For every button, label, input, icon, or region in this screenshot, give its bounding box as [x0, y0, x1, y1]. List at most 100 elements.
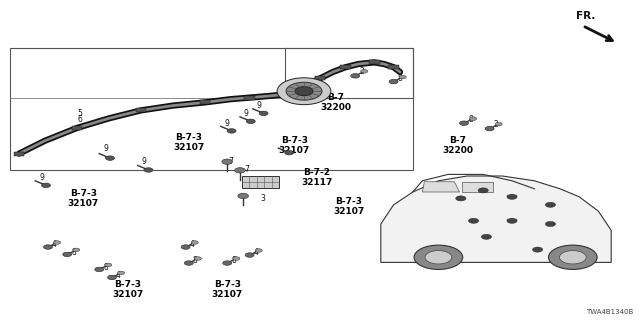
Text: 9: 9: [257, 101, 262, 110]
Circle shape: [285, 150, 294, 155]
Text: B-7-3
32107: B-7-3 32107: [279, 136, 310, 155]
Circle shape: [545, 221, 556, 227]
Text: 1: 1: [301, 80, 307, 89]
Text: 8: 8: [231, 256, 236, 265]
Text: B-7-2
32117: B-7-2 32117: [301, 168, 333, 187]
Bar: [72, 126, 82, 130]
Bar: [340, 65, 351, 69]
Circle shape: [425, 251, 452, 264]
Text: 4: 4: [189, 240, 195, 249]
Circle shape: [478, 188, 488, 193]
Text: 9: 9: [244, 109, 249, 118]
Circle shape: [191, 241, 198, 244]
Circle shape: [414, 245, 463, 269]
Circle shape: [468, 218, 479, 223]
Text: B-7-3
32107: B-7-3 32107: [212, 280, 243, 299]
Polygon shape: [462, 182, 493, 192]
Circle shape: [295, 87, 313, 96]
Circle shape: [227, 129, 236, 133]
Text: FR.: FR.: [576, 11, 595, 21]
Circle shape: [73, 248, 80, 252]
Text: 9: 9: [225, 119, 230, 128]
Circle shape: [286, 82, 322, 100]
Circle shape: [389, 79, 398, 84]
Bar: [242, 176, 279, 188]
Circle shape: [460, 121, 468, 125]
Text: 8: 8: [468, 116, 473, 124]
Bar: [369, 60, 380, 64]
Circle shape: [54, 241, 61, 244]
Text: 7: 7: [244, 165, 249, 174]
Text: 2: 2: [493, 120, 499, 129]
Circle shape: [95, 267, 104, 272]
Text: 2: 2: [359, 68, 364, 76]
Bar: [285, 48, 413, 98]
Text: 8: 8: [103, 263, 108, 272]
Circle shape: [245, 253, 254, 257]
Circle shape: [44, 245, 52, 249]
Bar: [14, 152, 24, 156]
Circle shape: [361, 69, 368, 73]
Circle shape: [255, 249, 262, 252]
Circle shape: [246, 119, 255, 124]
Circle shape: [63, 252, 72, 257]
Text: 8: 8: [71, 248, 76, 257]
Circle shape: [184, 261, 193, 265]
Circle shape: [495, 122, 502, 126]
Text: 7: 7: [228, 157, 233, 166]
Text: B-7
32200: B-7 32200: [442, 136, 473, 155]
Circle shape: [238, 193, 248, 199]
Circle shape: [108, 275, 116, 280]
Circle shape: [277, 78, 331, 105]
Bar: [315, 76, 325, 80]
Text: 8: 8: [193, 256, 198, 265]
Circle shape: [507, 194, 517, 199]
Circle shape: [485, 126, 494, 131]
Polygon shape: [381, 176, 611, 262]
Circle shape: [481, 234, 492, 239]
Circle shape: [532, 247, 543, 252]
Bar: [10, 48, 413, 170]
Text: B-7-3
32107: B-7-3 32107: [333, 197, 364, 216]
Text: 3: 3: [260, 194, 265, 203]
Circle shape: [399, 75, 406, 79]
Bar: [136, 108, 146, 112]
Text: 8: 8: [397, 74, 403, 83]
Circle shape: [259, 111, 268, 116]
Text: 6: 6: [77, 116, 83, 124]
Circle shape: [545, 202, 556, 207]
Text: 4: 4: [52, 240, 57, 249]
Circle shape: [456, 196, 466, 201]
Bar: [289, 91, 300, 95]
Bar: [388, 65, 399, 69]
Circle shape: [105, 263, 112, 267]
Circle shape: [548, 245, 597, 269]
Bar: [244, 96, 255, 100]
Circle shape: [559, 251, 586, 264]
Text: 5: 5: [77, 109, 83, 118]
Circle shape: [106, 156, 115, 160]
Text: 4: 4: [116, 271, 121, 280]
Circle shape: [144, 168, 153, 172]
Circle shape: [470, 117, 477, 120]
Bar: [280, 92, 290, 96]
Circle shape: [195, 257, 202, 260]
Circle shape: [233, 257, 240, 260]
Circle shape: [351, 74, 360, 78]
Text: B-7-3
32107: B-7-3 32107: [113, 280, 143, 299]
Circle shape: [223, 261, 232, 265]
Text: B-7-3
32107: B-7-3 32107: [68, 189, 99, 208]
Circle shape: [222, 159, 232, 164]
Circle shape: [235, 168, 245, 173]
Text: 9: 9: [103, 144, 108, 153]
Circle shape: [118, 271, 125, 275]
Text: 9: 9: [141, 157, 147, 166]
Polygon shape: [422, 182, 460, 192]
Text: 4: 4: [253, 248, 259, 257]
Circle shape: [42, 183, 51, 188]
Circle shape: [181, 245, 190, 249]
Text: B-7-3
32107: B-7-3 32107: [173, 133, 204, 152]
Text: 9: 9: [39, 173, 44, 182]
Bar: [200, 100, 210, 104]
Circle shape: [507, 218, 517, 223]
